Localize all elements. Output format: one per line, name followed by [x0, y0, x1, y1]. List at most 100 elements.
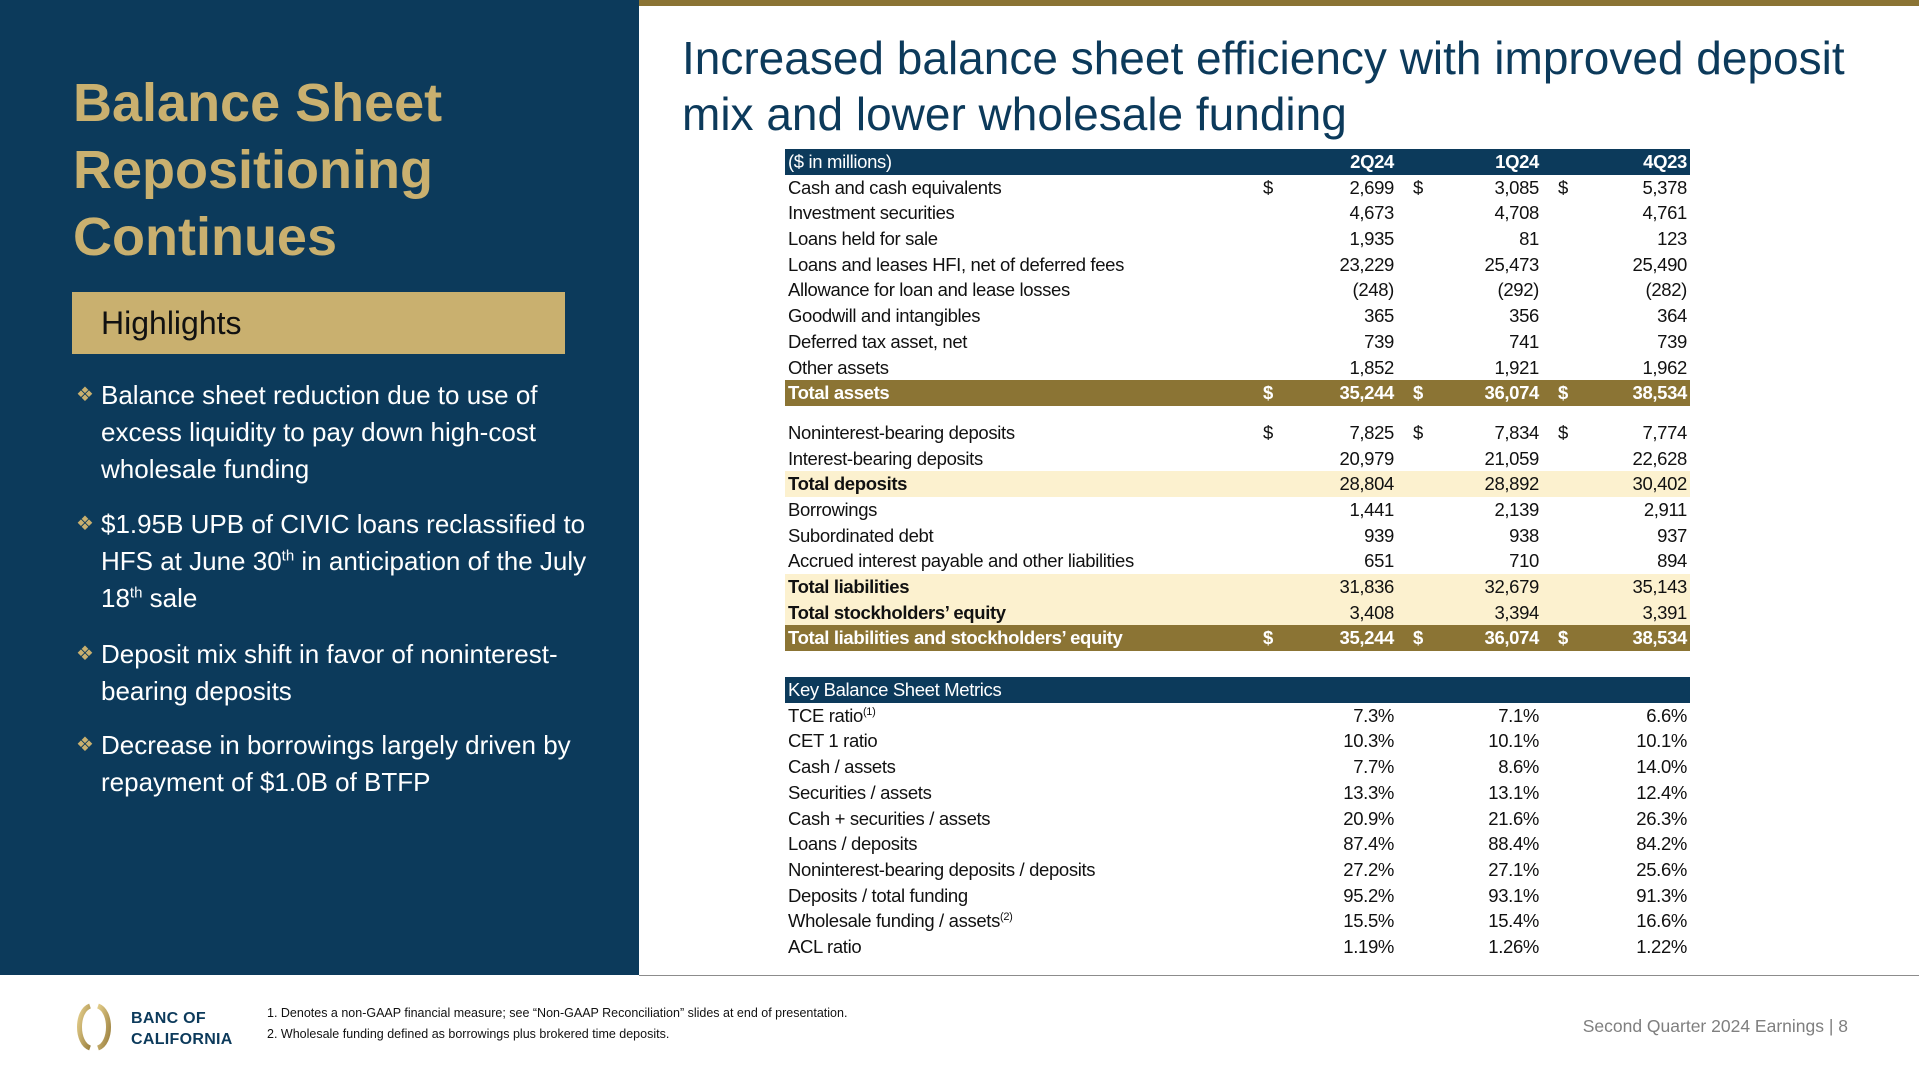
row-label: Investment securities	[788, 202, 955, 224]
currency-symbol	[1408, 329, 1430, 355]
cell-value: 741	[1509, 330, 1539, 352]
table-header: ($ in millions) 2Q24 1Q24 4Q23	[785, 149, 1690, 175]
row-label: Accrued interest payable and other liabi…	[788, 550, 1134, 572]
table-row: Total stockholders’ equity 3,408 3,394 3,39…	[785, 599, 1690, 626]
cell-value: 38,534	[1632, 382, 1688, 404]
currency-symbol	[1553, 831, 1575, 857]
currency-symbol	[1408, 497, 1430, 523]
cell-value: 25,473	[1484, 253, 1540, 275]
row-label: Total liabilities	[788, 576, 910, 597]
row-label: Key Balance Sheet Metrics	[788, 679, 1002, 701]
cell-value: 25.6%	[1636, 858, 1687, 880]
cell-value: 35,143	[1632, 576, 1688, 597]
currency-symbol: $	[1558, 176, 1568, 198]
cell-value: 4,708	[1494, 202, 1539, 224]
row-label: Interest-bearing deposits	[788, 447, 983, 469]
row-label: Cash and cash equivalents	[788, 176, 1002, 198]
cell-value: 364	[1657, 305, 1687, 327]
currency-symbol	[1553, 883, 1575, 909]
currency-symbol	[1553, 600, 1575, 626]
cell-value: 3,085	[1494, 176, 1539, 198]
currency-symbol: $	[1413, 382, 1423, 404]
cell-value: 1,852	[1349, 356, 1394, 378]
currency-symbol	[1408, 728, 1430, 754]
row-label: Securities / assets	[788, 781, 932, 803]
cell-value: 81	[1519, 228, 1539, 250]
title-line: Balance Sheet	[73, 73, 443, 133]
cell-value: 31,836	[1339, 576, 1395, 597]
cell-value: 15.5%	[1343, 910, 1394, 932]
table-row: Total liabilities and stockholders’ equi…	[785, 625, 1690, 652]
row-label: Total liabilities and stockholders’ equi…	[788, 627, 1123, 649]
currency-symbol	[1408, 226, 1430, 252]
currency-symbol	[1258, 754, 1280, 780]
currency-symbol	[1258, 497, 1280, 523]
cell-value: 27.2%	[1343, 858, 1394, 880]
bullet-item: ❖ Deposit mix shift in favor of nonintere…	[76, 636, 596, 710]
currency-symbol	[1553, 497, 1575, 523]
currency-symbol	[1408, 754, 1430, 780]
currency-symbol	[1258, 806, 1280, 832]
cell-value: 1Q24	[1495, 151, 1539, 172]
table-row: Loans and leases HFI, net of deferred fe…	[785, 252, 1690, 278]
cell-value: 25,490	[1632, 253, 1688, 275]
cell-value: 710	[1509, 550, 1539, 572]
cell-value: 7,834	[1494, 421, 1539, 443]
cell-value: 22,628	[1632, 447, 1688, 469]
currency-symbol	[1408, 703, 1430, 729]
footer-page-label: Second Quarter 2024 Earnings | 8	[1582, 1016, 1848, 1036]
cell-value: 10.3%	[1343, 730, 1394, 752]
currency-symbol	[1408, 523, 1430, 549]
currency-symbol	[1258, 252, 1280, 278]
metric-row: Loans / deposits 87.4% 88.4% 84.2%	[785, 831, 1690, 857]
table-row: Goodwill and intangibles 365 356 364	[785, 303, 1690, 329]
currency-symbol	[1553, 329, 1575, 355]
slide-title: Balance Sheet Repositioning Continues	[73, 70, 613, 271]
brand-name: BANC OF CALIFORNIA	[131, 1008, 233, 1050]
cell-value: 1,935	[1349, 228, 1394, 250]
cell-value: 10.1%	[1488, 730, 1539, 752]
cell-value: 21,059	[1484, 447, 1540, 469]
cell-value: 651	[1364, 550, 1394, 572]
cell-value: 13.1%	[1488, 781, 1539, 803]
metric-row: Noninterest-bearing deposits / deposits 2…	[785, 857, 1690, 883]
cell-value: 32,679	[1484, 576, 1540, 597]
currency-symbol	[1258, 857, 1280, 883]
cell-value: 2Q24	[1350, 151, 1394, 172]
metric-row: TCE ratio(1) 7.3% 7.1% 6.6%	[785, 703, 1690, 729]
footnote-ref: (2)	[1000, 911, 1013, 924]
currency-symbol	[1258, 355, 1280, 381]
currency-symbol: $	[1413, 627, 1423, 649]
currency-symbol	[1408, 934, 1430, 960]
cell-value: 938	[1509, 524, 1539, 546]
cell-value: 35,244	[1339, 627, 1395, 649]
highlights-header: Highlights	[72, 292, 565, 354]
table-row: Interest-bearing deposits 20,979 21,059 22,…	[785, 446, 1690, 472]
bullet-text: $1.95B UPB of CIVIC loans reclassified t…	[101, 509, 587, 613]
cell-value	[1280, 677, 1408, 703]
metric-row: Cash + securities / assets 20.9% 21.6% 26.3…	[785, 806, 1690, 832]
currency-symbol	[1553, 780, 1575, 806]
diamond-bullet-icon: ❖	[76, 734, 94, 756]
currency-symbol	[1258, 277, 1280, 303]
currency-symbol: $	[1558, 627, 1568, 649]
bullet-item: ❖ Decrease in borrowings largely driven b…	[76, 727, 596, 801]
cell-value: 356	[1509, 305, 1539, 327]
table-row: Total deposits 28,804 28,892 30,402	[785, 471, 1690, 497]
cell-value: 30,402	[1632, 473, 1688, 495]
row-label: Borrowings	[788, 498, 878, 520]
currency-symbol	[1553, 574, 1575, 600]
cell-value: 4,761	[1642, 202, 1687, 224]
currency-symbol	[1553, 523, 1575, 549]
currency-symbol	[1258, 574, 1280, 600]
currency-symbol	[1408, 446, 1430, 472]
highlights-label: Highlights	[101, 305, 242, 341]
cell-value: 5,378	[1642, 176, 1687, 198]
metric-row: Securities / assets 13.3% 13.1% 12.4%	[785, 780, 1690, 806]
cell-value: 1,921	[1494, 356, 1539, 378]
currency-symbol: $	[1263, 176, 1273, 198]
cell-value: 939	[1364, 524, 1394, 546]
currency-symbol: $	[1263, 382, 1273, 404]
currency-symbol	[1258, 600, 1280, 626]
footnote-ref: (1)	[862, 705, 876, 718]
